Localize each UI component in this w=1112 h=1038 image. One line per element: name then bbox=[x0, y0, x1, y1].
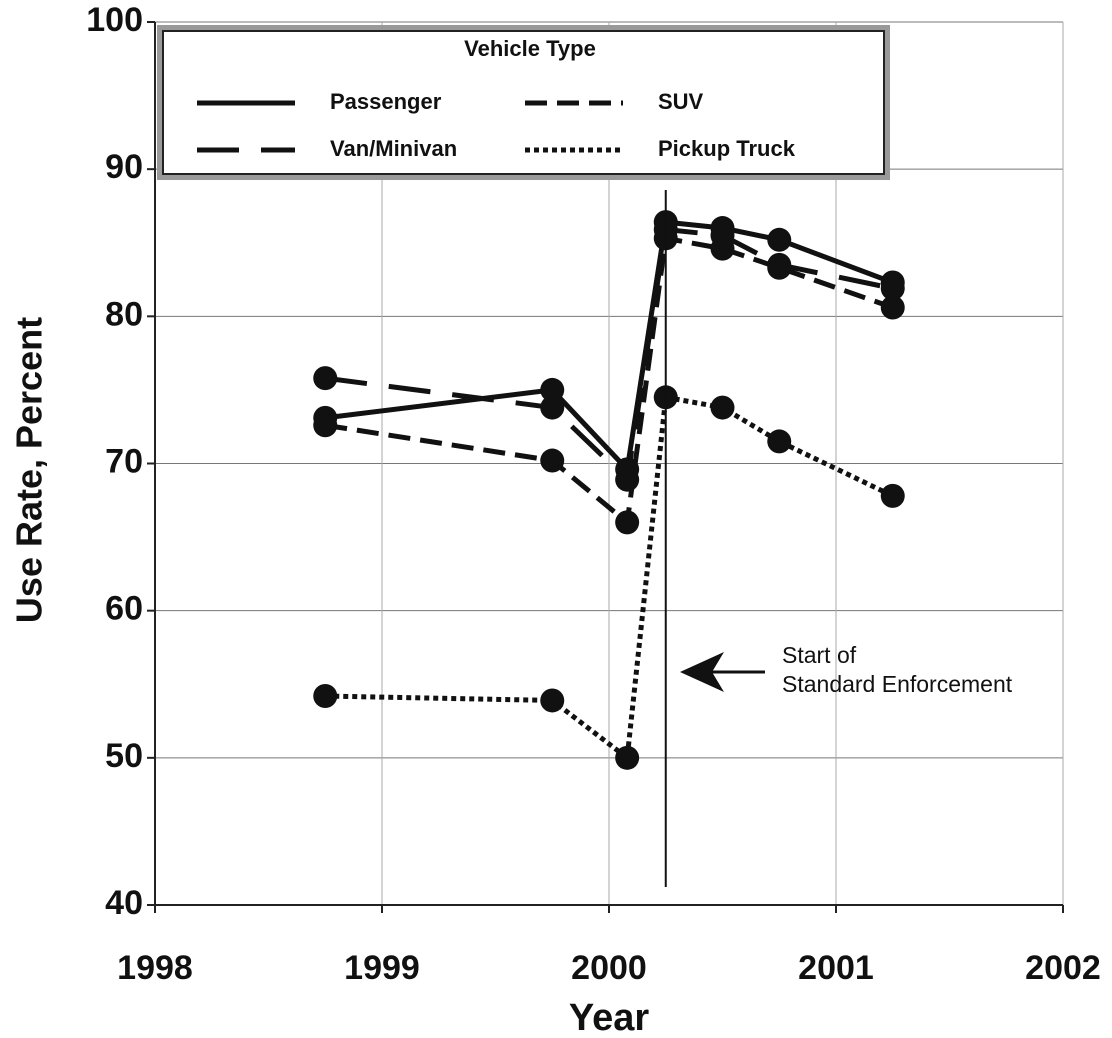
data-point bbox=[540, 688, 565, 713]
x-tick-label: 2001 bbox=[798, 949, 874, 987]
data-point bbox=[313, 413, 338, 438]
y-tick-label: 50 bbox=[105, 737, 143, 775]
data-point bbox=[767, 227, 792, 252]
data-point bbox=[540, 448, 565, 473]
legend-title: Vehicle Type bbox=[464, 36, 596, 61]
data-point bbox=[767, 252, 792, 277]
x-tick-label: 1998 bbox=[117, 949, 193, 987]
data-point bbox=[540, 395, 565, 420]
y-tick-label: 70 bbox=[105, 442, 143, 480]
legend-label: Passenger bbox=[330, 89, 442, 114]
x-axis-title: Year bbox=[569, 997, 650, 1038]
data-point bbox=[615, 467, 640, 492]
data-point bbox=[767, 429, 792, 454]
data-point bbox=[615, 745, 640, 770]
data-point bbox=[710, 223, 735, 248]
data-point bbox=[313, 366, 338, 391]
data-point bbox=[880, 276, 905, 301]
x-tick-label: 2000 bbox=[571, 949, 647, 987]
arrow-head bbox=[680, 652, 724, 692]
y-tick-label: 90 bbox=[105, 148, 143, 186]
y-tick-label: 60 bbox=[105, 590, 143, 628]
data-point bbox=[710, 395, 735, 420]
data-point bbox=[880, 483, 905, 508]
y-tick-label: 100 bbox=[86, 1, 143, 39]
y-tick-label: 80 bbox=[105, 295, 143, 333]
data-point bbox=[313, 684, 338, 709]
y-axis-title: Use Rate, Percent bbox=[9, 317, 50, 623]
x-tick-label: 2002 bbox=[1025, 949, 1101, 987]
data-point bbox=[880, 295, 905, 320]
x-tick-label: 1999 bbox=[344, 949, 420, 987]
legend-label: Van/Minivan bbox=[330, 136, 457, 161]
annotation-text: Standard Enforcement bbox=[782, 671, 1013, 697]
legend-label: SUV bbox=[658, 89, 704, 114]
y-tick-label: 40 bbox=[105, 884, 143, 922]
annotation-text: Start of bbox=[782, 642, 857, 668]
legend-label: Pickup Truck bbox=[658, 136, 796, 161]
data-point bbox=[540, 377, 565, 402]
data-point bbox=[615, 510, 640, 535]
